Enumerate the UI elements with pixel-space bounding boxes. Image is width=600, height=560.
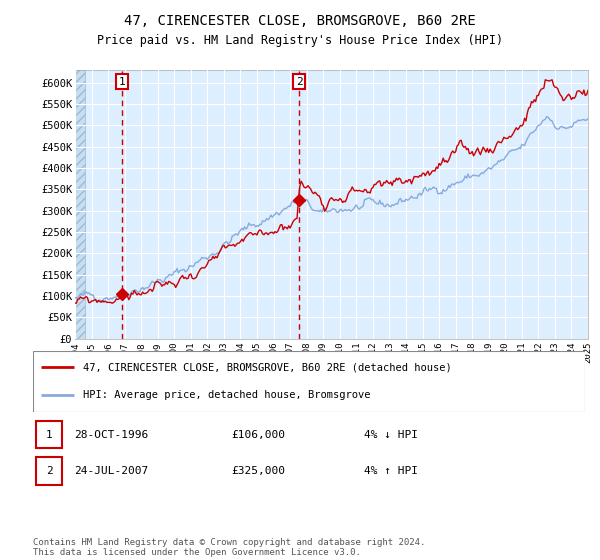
Text: 2: 2 <box>46 466 52 476</box>
Text: 2: 2 <box>296 77 302 86</box>
Text: 24-JUL-2007: 24-JUL-2007 <box>74 466 149 476</box>
Text: HPI: Average price, detached house, Bromsgrove: HPI: Average price, detached house, Brom… <box>83 390 370 400</box>
Bar <box>75 70 85 339</box>
Text: 1: 1 <box>118 77 125 86</box>
FancyBboxPatch shape <box>36 458 62 484</box>
FancyBboxPatch shape <box>33 351 585 412</box>
Text: 47, CIRENCESTER CLOSE, BROMSGROVE, B60 2RE: 47, CIRENCESTER CLOSE, BROMSGROVE, B60 2… <box>124 14 476 28</box>
Text: Contains HM Land Registry data © Crown copyright and database right 2024.
This d: Contains HM Land Registry data © Crown c… <box>33 538 425 557</box>
Text: 4% ↑ HPI: 4% ↑ HPI <box>364 466 418 476</box>
FancyBboxPatch shape <box>36 421 62 448</box>
Text: 1: 1 <box>46 430 52 440</box>
Text: £325,000: £325,000 <box>232 466 286 476</box>
Text: £106,000: £106,000 <box>232 430 286 440</box>
Text: 47, CIRENCESTER CLOSE, BROMSGROVE, B60 2RE (detached house): 47, CIRENCESTER CLOSE, BROMSGROVE, B60 2… <box>83 362 451 372</box>
Text: 28-OCT-1996: 28-OCT-1996 <box>74 430 149 440</box>
Text: 4% ↓ HPI: 4% ↓ HPI <box>364 430 418 440</box>
Text: Price paid vs. HM Land Registry's House Price Index (HPI): Price paid vs. HM Land Registry's House … <box>97 34 503 46</box>
